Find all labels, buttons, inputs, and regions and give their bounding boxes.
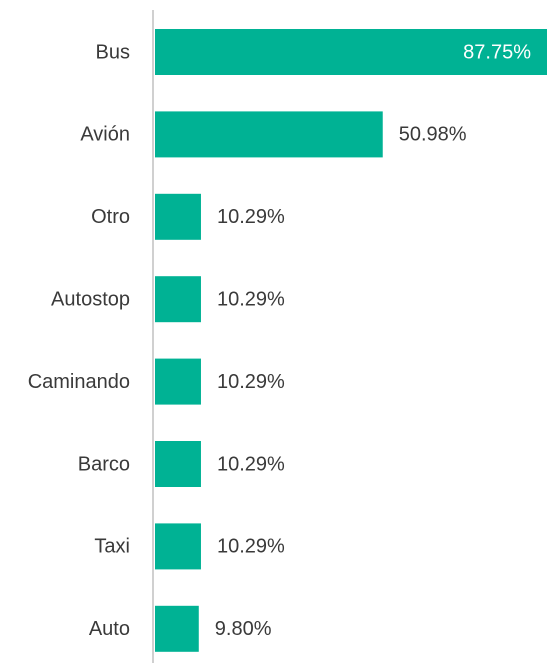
- value-label: 50.98%: [399, 124, 467, 146]
- value-label: 87.75%: [463, 41, 531, 63]
- category-label: Otro: [91, 206, 130, 228]
- category-label: Barco: [78, 453, 130, 475]
- value-label: 10.29%: [217, 371, 285, 393]
- category-label: Autostop: [51, 288, 130, 310]
- value-label: 10.29%: [217, 288, 285, 310]
- bar: [155, 523, 201, 570]
- category-label: Avión: [80, 124, 130, 146]
- category-label: Caminando: [28, 371, 130, 393]
- category-label: Taxi: [94, 536, 130, 558]
- value-label: 10.29%: [217, 536, 285, 558]
- bar: [155, 193, 201, 240]
- bar: [155, 441, 201, 487]
- category-label: Bus: [96, 41, 130, 63]
- bar: [155, 276, 201, 323]
- value-label: 9.80%: [215, 618, 272, 640]
- value-label: 10.29%: [217, 206, 285, 228]
- bar: [155, 29, 547, 75]
- value-label: 10.29%: [217, 453, 285, 475]
- category-label: Auto: [89, 618, 130, 640]
- bar: [155, 111, 383, 158]
- bar: [155, 358, 201, 405]
- bar: [155, 605, 199, 652]
